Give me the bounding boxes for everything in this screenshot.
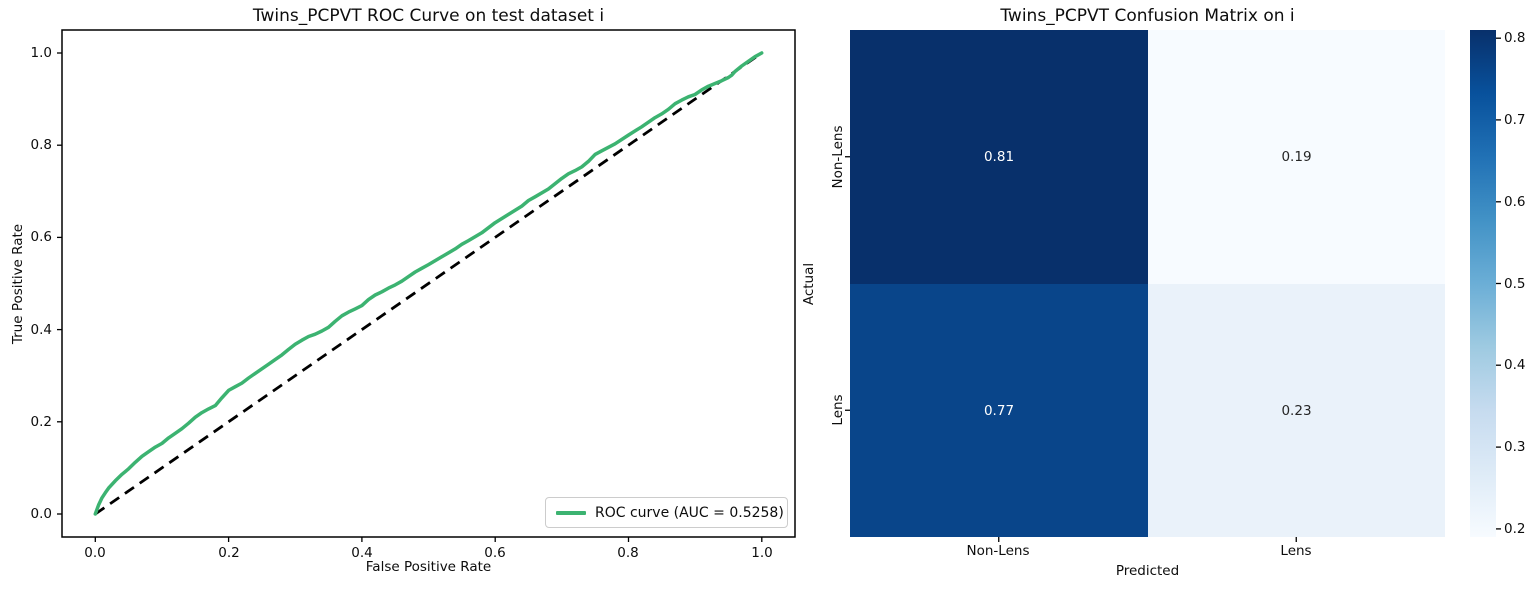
colorbar-tick-label: 0.7 bbox=[1504, 112, 1526, 128]
colorbar-tick-label: 0.8 bbox=[1504, 30, 1526, 46]
roc-title: Twins_PCPVT ROC Curve on test dataset i bbox=[252, 6, 605, 26]
colorbar-tick-label: 0.3 bbox=[1504, 439, 1526, 455]
cell-value: 0.23 bbox=[1281, 402, 1312, 419]
heatmap-tick-marks bbox=[845, 156, 1297, 542]
roc-x-tick-label: 0.6 bbox=[484, 545, 506, 561]
colorbar-tick-label: 0.4 bbox=[1504, 357, 1526, 373]
roc-xaxis-label: False Positive Rate bbox=[365, 559, 492, 575]
cm-xaxis-label: Predicted bbox=[1115, 563, 1180, 579]
roc-y-tick-marks bbox=[57, 52, 62, 515]
roc-y-tick-label: 0.4 bbox=[30, 322, 52, 338]
colorbar-gradient bbox=[1470, 30, 1496, 537]
confusion-cell-true-lens-pred-nonlens: 0.77 bbox=[850, 284, 1148, 537]
roc-y-tick-label: 0.0 bbox=[30, 506, 52, 522]
chance-diagonal-line bbox=[94, 51, 763, 516]
roc-plot-frame bbox=[61, 29, 796, 538]
cm-yaxis-label: Actual bbox=[801, 262, 817, 306]
roc-legend-line-swatch bbox=[556, 510, 586, 515]
confusion-matrix-title: Twins_PCPVT Confusion Matrix on i bbox=[1000, 6, 1295, 26]
roc-x-tick-label: 1.0 bbox=[751, 545, 773, 561]
roc-x-tick-marks bbox=[94, 537, 763, 542]
roc-x-tick-label: 0.2 bbox=[218, 545, 240, 561]
roc-x-tick-label: 0.0 bbox=[84, 545, 106, 561]
cell-value: 0.81 bbox=[983, 149, 1015, 165]
cell-value: 0.77 bbox=[983, 402, 1015, 419]
colorbar-tick-label: 0.5 bbox=[1504, 276, 1526, 292]
roc-legend: ROC curve (AUC = 0.5258) bbox=[545, 497, 788, 528]
cm-x-tick-label-lens: Lens bbox=[1280, 543, 1312, 559]
roc-y-tick-label: 1.0 bbox=[30, 45, 52, 61]
cm-x-tick-label-nonlens: Non-Lens bbox=[966, 543, 1030, 559]
roc-x-tick-label: 0.4 bbox=[351, 545, 373, 561]
colorbar-tick-marks bbox=[1496, 37, 1501, 530]
roc-x-tick-label: 0.8 bbox=[617, 545, 639, 561]
cell-value: 0.19 bbox=[1281, 149, 1312, 165]
roc-y-tick-label: 0.8 bbox=[30, 137, 52, 153]
roc-yaxis-label: True Positive Rate bbox=[10, 223, 26, 345]
confusion-cell-true-nonlens-pred-lens: 0.19 bbox=[1148, 30, 1445, 284]
colorbar-tick-label: 0.2 bbox=[1504, 521, 1526, 537]
cm-y-tick-label-nonlens: Non-Lens bbox=[830, 125, 846, 189]
confusion-cell-true-nonlens-pred-nonlens: 0.81 bbox=[850, 30, 1148, 284]
roc-y-tick-label: 0.2 bbox=[30, 414, 52, 430]
colorbar-tick-label: 0.6 bbox=[1504, 194, 1526, 210]
cm-y-tick-label-lens: Lens bbox=[830, 394, 846, 426]
confusion-cell-true-lens-pred-lens: 0.23 bbox=[1148, 284, 1445, 537]
roc-curve-line bbox=[93, 51, 764, 516]
roc-y-tick-label: 0.6 bbox=[30, 229, 52, 245]
roc-legend-label: ROC curve (AUC = 0.5258) bbox=[595, 504, 784, 521]
